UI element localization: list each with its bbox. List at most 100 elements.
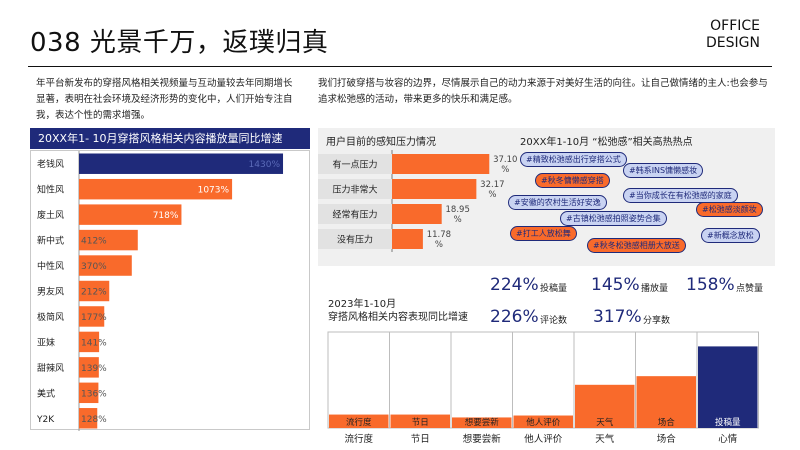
brand-line-1: OFFICE: [710, 18, 760, 34]
hot-topic-tag[interactable]: #秋冬松弛感相册大放送: [587, 238, 686, 253]
performance-bar: [636, 376, 696, 428]
style-growth-category-label: 美式: [37, 387, 55, 399]
performance-bar-inner-label: 场合: [658, 417, 676, 428]
style-growth-bar: [79, 153, 284, 174]
pressure-bar: [392, 204, 442, 224]
hot-topic-tag[interactable]: #松弛感淡颜妆: [696, 202, 763, 217]
hot-topic-tag[interactable]: #当你成长在有松弛感的家庭: [623, 188, 738, 203]
hot-topic-tag[interactable]: #安徽的农村生活好安逸: [508, 195, 607, 210]
style-growth-chart-title: 20XX年1- 10月穿搭风格相关内容播放量同比增速: [30, 128, 310, 149]
style-growth-value-label: 141%: [81, 338, 107, 348]
style-growth-bar: [79, 280, 110, 302]
style-growth-value-label: 370%: [81, 262, 107, 272]
style-growth-value-label: 718%: [153, 211, 179, 221]
style-growth-bar: [79, 331, 100, 353]
performance-category-label: 他人评价: [524, 433, 563, 445]
style-growth-bar: [79, 357, 99, 378]
hot-topic-tag[interactable]: #古镇松弛感拍照姿势合集: [560, 211, 667, 226]
hot-topic-tag[interactable]: #新概念放松: [701, 228, 760, 243]
hot-topic-tag[interactable]: #秋冬慵懒感穿搭: [535, 173, 610, 188]
performance-category-label: 天气: [595, 433, 615, 445]
performance-category-label: 心情: [718, 433, 738, 445]
performance-bar: [698, 346, 758, 428]
performance-bar-inner-label: 节日: [412, 418, 429, 428]
style-growth-category-label: Y2K: [36, 415, 55, 425]
style-growth-category-label: 极简风: [37, 311, 64, 323]
performance-bar-inner-label: 投稿量: [715, 417, 741, 428]
performance-bar: [452, 417, 512, 428]
pressure-value-unit: %: [488, 190, 496, 200]
stat-value: 226%: [490, 307, 539, 327]
pressure-label-bg: [318, 179, 392, 199]
pressure-category-label: 经常有压力: [332, 209, 377, 221]
stat-label: 评论数: [540, 316, 568, 326]
style-growth-bar: [79, 408, 98, 429]
style-growth-category-label: 男友风: [37, 286, 64, 298]
hot-topic-tag[interactable]: #打工人放松舞: [510, 226, 577, 241]
performance-bar: [575, 384, 635, 428]
style-growth-category-label: 甜辣风: [37, 362, 64, 374]
style-growth-category-label: 中性风: [37, 260, 64, 272]
pressure-value-label: 11.78: [427, 230, 451, 240]
style-growth-value-label: 136%: [81, 389, 107, 399]
style-growth-category-label: 废土风: [37, 209, 64, 221]
pressure-label-bg: [318, 154, 392, 174]
performance-bar-inner-label: 他人评价: [526, 417, 561, 428]
performance-bar: [329, 414, 389, 428]
page-title: 038 光景千万，返璞归真: [30, 28, 329, 58]
style-growth-value-label: 128%: [81, 415, 107, 425]
style-growth-value-label: 212%: [81, 288, 107, 298]
style-growth-value-label: 412%: [81, 237, 107, 247]
stat-value: 317%: [593, 307, 642, 327]
style-growth-category-label: 老钱风: [37, 158, 64, 170]
intro-paragraph-right: 我们打破穿搭与妆容的边界，尽情展示自己的动力来源于对美好生活的向往。让自己做情绪…: [318, 78, 768, 105]
pressure-bar: [392, 229, 423, 249]
stat-value: 145%: [591, 275, 640, 295]
style-growth-bar: [79, 204, 182, 225]
pressure-value-label: 37.10: [493, 155, 517, 165]
performance-chart-title: 2023年1-10月 穿搭风格相关内容表现同比增速: [328, 298, 468, 324]
style-growth-category-label: 新中式: [37, 235, 64, 247]
pressure-value-label: 18.95: [446, 205, 470, 215]
brand-line-2: DESIGN: [706, 35, 760, 51]
style-growth-bar: [79, 255, 132, 276]
performance-bar-inner-label: 想要尝新: [465, 417, 500, 428]
performance-category-label: 流行度: [344, 433, 373, 445]
style-growth-category-label: 亚妹: [37, 336, 55, 348]
pressure-value-unit: %: [435, 240, 443, 250]
stat-label: 投稿量: [540, 284, 568, 294]
style-growth-chart-svg: 老钱风 1430% 知性风 1073% 废土风 718% 新中式 412% 中性风 370% 男友风…: [36, 151, 284, 431]
style-growth-value-label: 1430%: [249, 160, 281, 170]
stat-label: 分享数: [643, 316, 671, 326]
hot-topic-tag[interactable]: #韩系INS慵懒感妆: [623, 163, 704, 178]
stat-label: 播放量: [641, 284, 669, 294]
pressure-category-label: 有一点压力: [332, 159, 377, 171]
intro-paragraph-left: 年平台新发布的穿搭风格相关视频量与互动量较去年同期增长显著，表明在社会环境及经济…: [36, 78, 293, 121]
style-growth-value-label: 1073%: [198, 186, 230, 196]
hot-topic-tag[interactable]: #精致松弛感出行穿搭公式: [520, 152, 627, 167]
performance-bar-inner-label: 流行度: [346, 417, 372, 428]
pressure-value-unit: %: [501, 165, 509, 175]
pressure-chart-title: 用户目前的感知压力情况: [326, 137, 436, 148]
performance-bar: [513, 415, 573, 428]
pressure-category-label: 没有压力: [337, 234, 373, 246]
style-growth-chart: 老钱风 1430% 知性风 1073% 废土风 718% 新中式 412% 中性风 370% 男友风…: [30, 150, 310, 431]
performance-category-label: 场合: [657, 433, 677, 445]
performance-category-label: 想要尝新: [463, 433, 502, 445]
pressure-label-bg: [318, 204, 392, 224]
performance-chart-title-line-1: 2023年1-10月: [328, 299, 397, 310]
pressure-category-label: 压力非常大: [332, 184, 377, 196]
pressure-bar: [392, 179, 477, 199]
style-growth-category-label: 知性风: [37, 184, 64, 196]
style-growth-bar: [79, 229, 138, 251]
style-growth-value-label: 177%: [81, 313, 107, 323]
style-growth-value-label: 139%: [81, 364, 107, 374]
performance-category-label: 节日: [411, 434, 430, 445]
pressure-value-label: 32.17: [480, 180, 504, 190]
pressure-bar: [392, 154, 490, 174]
stat-label: 点赞量: [736, 284, 764, 294]
style-growth-bar: [79, 178, 233, 200]
hot-topics-title: 20XX年1-10月 “松弛感”相关高热热点: [520, 137, 693, 148]
header-divider: [28, 66, 772, 67]
